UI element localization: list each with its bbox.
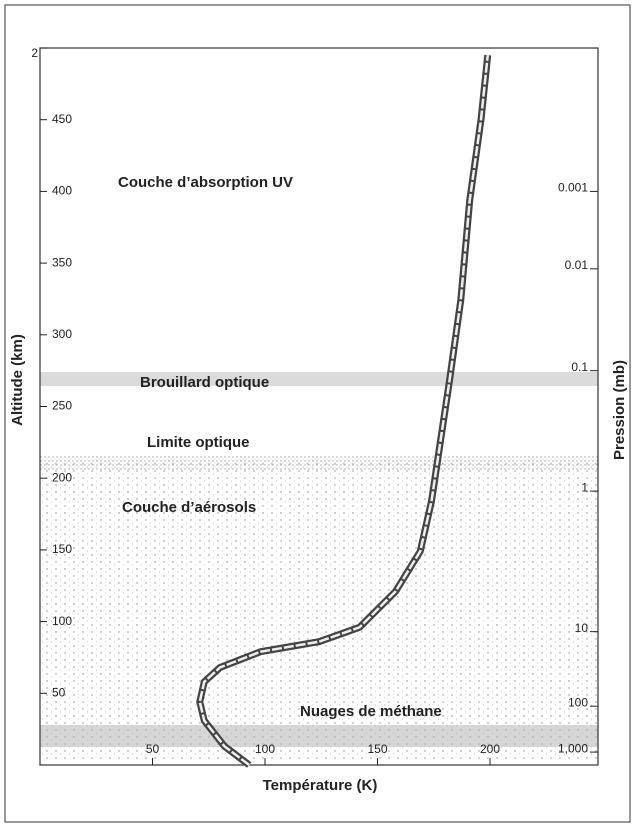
y-tick-label: 350 [52, 255, 72, 269]
y2-axis-title: Pression (mb) [611, 360, 628, 460]
optical-limit-shading [40, 456, 598, 470]
x-tick-label: 200 [480, 742, 500, 756]
haze-band [40, 372, 598, 386]
y2-tick-label: 0.1 [571, 360, 588, 374]
y2-tick-label: 1 [581, 480, 588, 494]
x-tick-label: 50 [146, 742, 160, 756]
x-tick-label: 150 [367, 742, 387, 756]
y-tick-label: 2 [31, 46, 38, 60]
chart: Altitude (km) Pression (mb) Température … [0, 0, 636, 827]
y-tick-label: 250 [52, 399, 72, 413]
annotation: Nuages de méthane [300, 703, 442, 720]
y-tick-label: 100 [52, 614, 72, 628]
annotation: Brouillard optique [140, 374, 269, 391]
y-axis-title: Altitude (km) [9, 334, 26, 426]
y2-tick-label: 10 [575, 621, 589, 635]
y-tick-label: 200 [52, 470, 72, 484]
y-tick-label: 50 [52, 685, 66, 699]
annotation: Limite optique [147, 434, 250, 451]
y2-tick-label: 1,000 [558, 741, 588, 755]
y2-tick-label: 0.001 [558, 181, 588, 195]
y-tick-label: 300 [52, 327, 72, 341]
y-tick-label: 150 [52, 542, 72, 556]
y-tick-label: 400 [52, 184, 72, 198]
y2-tick-label: 0.01 [565, 258, 589, 272]
x-tick-label: 100 [255, 742, 275, 756]
annotation: Couche d’absorption UV [118, 174, 293, 191]
cloud-band [40, 725, 598, 747]
x-axis-title: Température (K) [263, 777, 378, 794]
y2-tick-label: 100 [568, 695, 588, 709]
annotation: Couche d’aérosols [122, 499, 256, 516]
y-tick-label: 450 [52, 112, 72, 126]
